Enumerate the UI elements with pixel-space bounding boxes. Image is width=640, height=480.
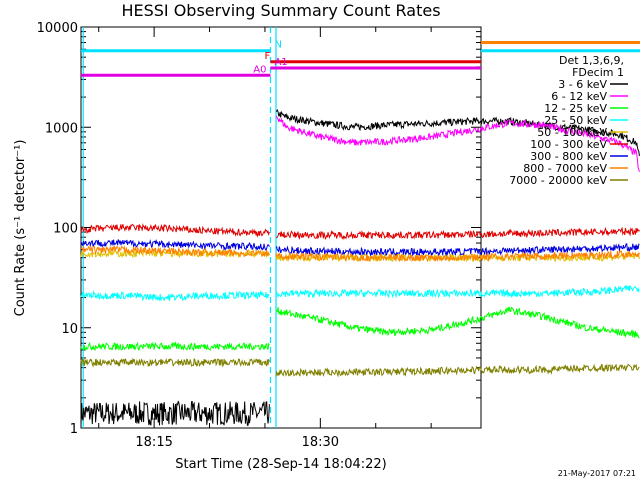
series-line — [80, 222, 270, 238]
render-timestamp: 21-May-2017 07:21 — [558, 469, 636, 478]
series-line — [275, 249, 640, 263]
legend-header: Det 1,3,6,9, — [559, 54, 624, 67]
legend-entry-label: 3 - 6 keV — [558, 78, 607, 91]
y-tick-label: 10 — [61, 322, 78, 337]
legend-entry-label: 6 - 12 keV — [551, 90, 607, 103]
series-line — [275, 226, 640, 241]
series-line — [80, 238, 270, 252]
y-tick-label: 100 — [53, 222, 78, 237]
series-line — [275, 363, 640, 378]
series-line — [80, 400, 270, 426]
y-axis-label: Count Rate (s⁻¹ detector⁻¹) — [13, 140, 28, 317]
legend-entry-label: 300 - 800 keV — [530, 150, 607, 163]
legend-entry-label: 50 - 100 keV — [537, 126, 607, 139]
flag-label: A1 — [274, 57, 287, 68]
x-axis-label: Start Time (28-Sep-14 18:04:22) — [175, 457, 386, 472]
legend-entry-label: 12 - 25 keV — [544, 102, 607, 115]
legend-entry-label: 800 - 7000 keV — [523, 162, 607, 175]
series-line — [275, 243, 640, 257]
series-line — [275, 108, 640, 157]
flag-label: A0 — [253, 64, 266, 75]
series-line — [275, 306, 640, 339]
flag-label: N — [274, 40, 281, 51]
y-tick-label: 10000 — [37, 21, 78, 36]
legend-entry-label: 7000 - 20000 keV — [509, 174, 607, 187]
legend-header: FDecim 1 — [572, 66, 624, 79]
x-tick-label: 18:30 — [302, 435, 339, 450]
series-line — [80, 245, 270, 258]
legend-entry-label: 25 - 50 keV — [544, 114, 607, 127]
y-tick-label: 1000 — [45, 121, 78, 136]
flag-label: F — [264, 51, 270, 62]
series-line — [275, 284, 640, 299]
y-tick-label: 1 — [70, 422, 78, 437]
chart-title: HESSI Observing Summary Count Rates — [121, 1, 440, 20]
series-line — [80, 357, 270, 368]
series-line — [80, 290, 270, 302]
x-tick-label: 18:15 — [135, 435, 172, 450]
series-line — [80, 341, 270, 352]
legend-entry-label: 100 - 300 keV — [530, 138, 607, 151]
series-line — [275, 115, 640, 172]
